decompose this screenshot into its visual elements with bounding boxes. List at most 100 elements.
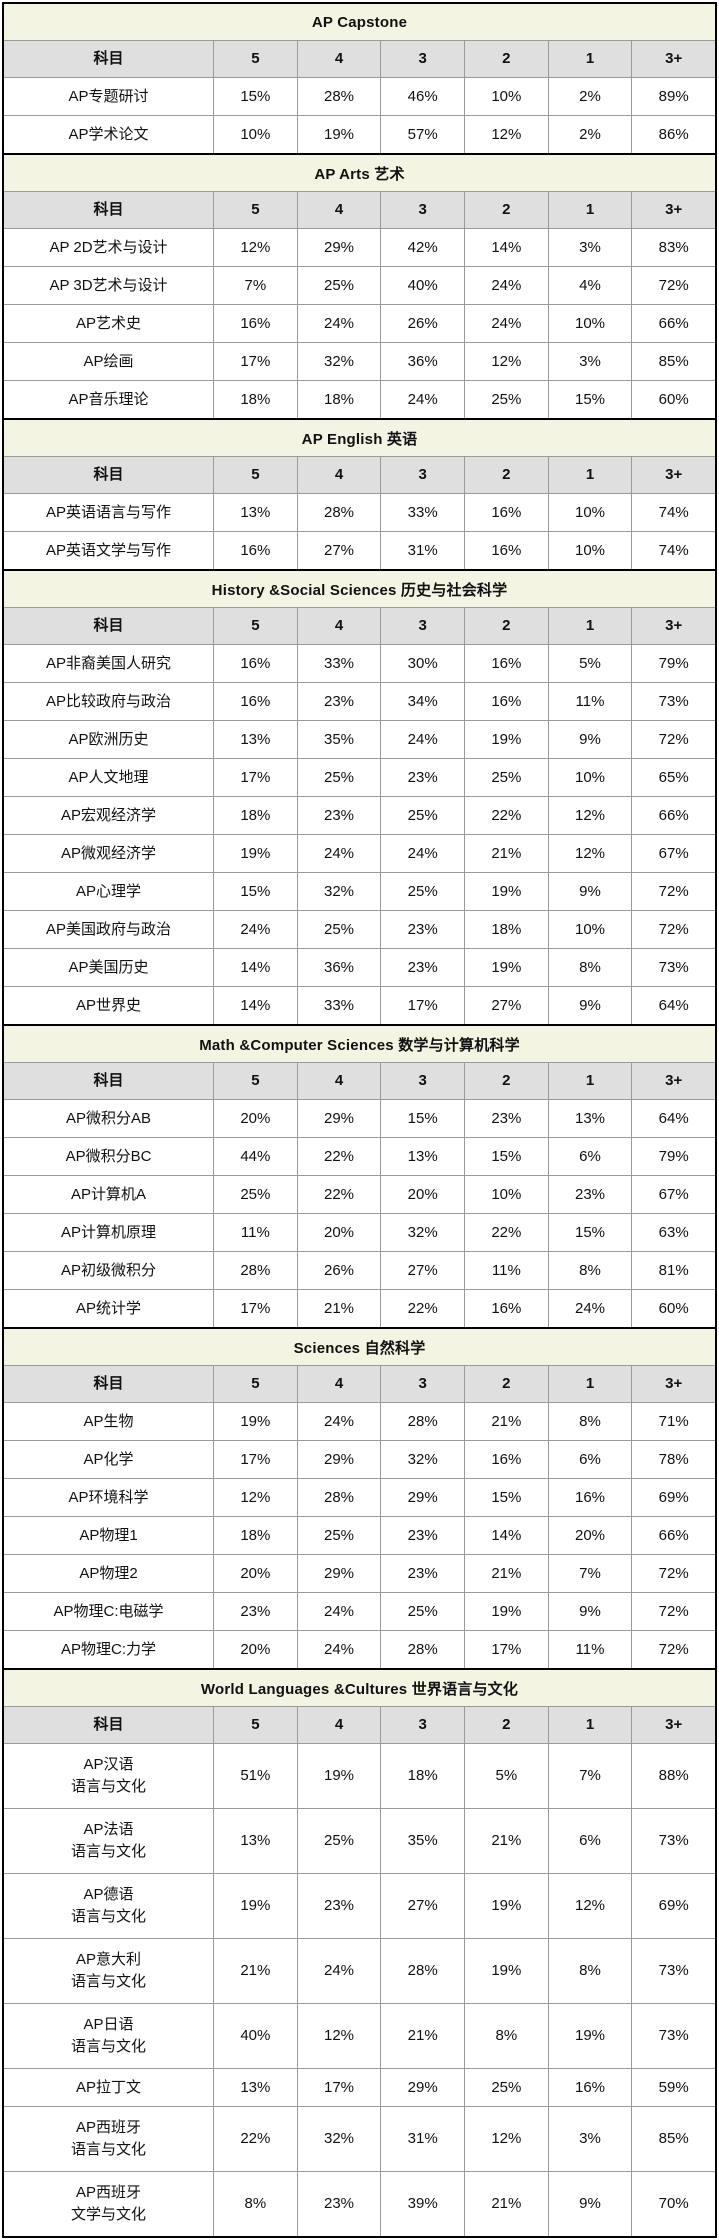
section-title: AP English 英语: [4, 420, 715, 456]
score-value: 19%: [464, 949, 548, 986]
table-row: AP计算机原理 11% 20% 32% 22% 15% 63%: [4, 1213, 715, 1251]
score-value: 18%: [464, 911, 548, 948]
subject-label: AP绘画: [83, 352, 134, 370]
subject-label: AP物理C:电磁学: [53, 1602, 164, 1620]
score-value: 18%: [380, 1744, 464, 1808]
table-row: AP物理1 18% 25% 23% 14% 20% 66%: [4, 1516, 715, 1554]
subject-label: AP微观经济学: [61, 844, 157, 862]
column-header-row: 科目 5 4 3 2 1 3+: [4, 191, 715, 228]
section-title: History &Social Sciences 历史与社会科学: [4, 571, 715, 607]
column-header-score: 1: [547, 1707, 632, 1743]
score-value: 10%: [547, 532, 632, 569]
score-value: 24%: [380, 835, 464, 872]
score-value: 25%: [380, 797, 464, 834]
score-value: 23%: [380, 1555, 464, 1592]
column-header-score: 2: [464, 192, 548, 228]
score-value: 8%: [213, 2172, 297, 2236]
score-value: 72%: [631, 267, 715, 304]
score-value: 28%: [296, 1479, 381, 1516]
column-header-score: 4: [296, 192, 381, 228]
table-row: AP心理学 15% 32% 25% 19% 9% 72%: [4, 872, 715, 910]
subject-label: AP物理1: [79, 1526, 138, 1544]
score-value: 31%: [380, 532, 464, 569]
score-value: 25%: [296, 1517, 381, 1554]
score-value: 67%: [631, 835, 715, 872]
subject-label: AP微积分BC: [65, 1147, 152, 1165]
subject-label: AP世界史: [76, 996, 142, 1014]
score-value: 83%: [631, 229, 715, 266]
score-value: 66%: [631, 305, 715, 342]
score-value: 72%: [631, 1593, 715, 1630]
score-value: 9%: [547, 2172, 632, 2236]
score-value: 85%: [631, 343, 715, 380]
subject-label: AP音乐理论: [68, 390, 149, 408]
score-value: 28%: [296, 78, 381, 115]
score-value: 44%: [213, 1138, 297, 1175]
score-value: 15%: [213, 78, 297, 115]
score-value: 64%: [631, 1100, 715, 1137]
score-value: 23%: [380, 911, 464, 948]
table-section: AP Arts 艺术 科目 5 4 3 2 1 3+ AP 2D艺术与设计 12% 29% 42% 14…: [4, 153, 715, 418]
subject-label: AP 2D艺术与设计: [49, 238, 168, 256]
score-value: 24%: [296, 1593, 381, 1630]
score-value: 21%: [464, 2172, 548, 2236]
score-value: 24%: [296, 835, 381, 872]
score-value: 69%: [631, 1479, 715, 1516]
score-value: 19%: [547, 2004, 632, 2068]
score-value: 19%: [464, 1939, 548, 2003]
column-header-score: 1: [547, 608, 632, 644]
table-row: AP学术论文 10% 19% 57% 12% 2% 86%: [4, 115, 715, 153]
score-value: 20%: [213, 1100, 297, 1137]
score-value: 8%: [547, 1939, 632, 2003]
score-value: 25%: [380, 873, 464, 910]
score-value: 27%: [296, 532, 381, 569]
column-header-score: 3+: [631, 608, 715, 644]
score-value: 64%: [631, 987, 715, 1024]
subject-label: AP欧洲历史: [68, 730, 149, 748]
score-value: 16%: [464, 683, 548, 720]
column-header-subject: 科目: [93, 201, 124, 219]
score-value: 15%: [547, 1214, 632, 1251]
table-row: AP 2D艺术与设计 12% 29% 42% 14% 3% 83%: [4, 228, 715, 266]
score-value: 12%: [547, 797, 632, 834]
score-value: 35%: [296, 721, 381, 758]
score-value: 6%: [547, 1138, 632, 1175]
score-value: 15%: [464, 1138, 548, 1175]
column-header-score: 4: [296, 1063, 381, 1099]
score-value: 22%: [213, 2107, 297, 2171]
score-value: 16%: [464, 645, 548, 682]
score-value: 15%: [464, 1479, 548, 1516]
score-value: 10%: [547, 911, 632, 948]
column-header-score: 5: [213, 1063, 297, 1099]
score-value: 21%: [464, 1809, 548, 1873]
score-value: 12%: [213, 229, 297, 266]
score-value: 29%: [380, 1479, 464, 1516]
score-value: 21%: [464, 835, 548, 872]
table-row: AP绘画 17% 32% 36% 12% 3% 85%: [4, 342, 715, 380]
score-value: 8%: [547, 1252, 632, 1289]
score-value: 20%: [547, 1517, 632, 1554]
score-value: 17%: [213, 343, 297, 380]
subject-label: AP宏观经济学: [61, 806, 157, 824]
column-header-subject: 科目: [93, 617, 124, 635]
column-header-score: 3: [380, 1366, 464, 1402]
score-value: 24%: [296, 1403, 381, 1440]
table-row: AP欧洲历史 13% 35% 24% 19% 9% 72%: [4, 720, 715, 758]
score-value: 72%: [631, 1555, 715, 1592]
score-value: 23%: [296, 797, 381, 834]
table-row: AP生物 19% 24% 28% 21% 8% 71%: [4, 1402, 715, 1440]
score-value: 24%: [296, 1939, 381, 2003]
subject-label: AP专题研讨: [68, 87, 149, 105]
column-header-score: 3: [380, 192, 464, 228]
table-row: AP 3D艺术与设计 7% 25% 40% 24% 4% 72%: [4, 266, 715, 304]
column-header-score: 3: [380, 1063, 464, 1099]
score-value: 66%: [631, 1517, 715, 1554]
score-value: 17%: [213, 1441, 297, 1478]
score-value: 72%: [631, 721, 715, 758]
table-row: AP艺术史 16% 24% 26% 24% 10% 66%: [4, 304, 715, 342]
column-header-score: 3: [380, 457, 464, 493]
subject-label: AP统计学: [76, 1299, 142, 1317]
score-value: 59%: [631, 2069, 715, 2106]
score-value: 11%: [547, 1631, 632, 1668]
subject-label: AP西班牙 文学与文化: [71, 2184, 147, 2223]
